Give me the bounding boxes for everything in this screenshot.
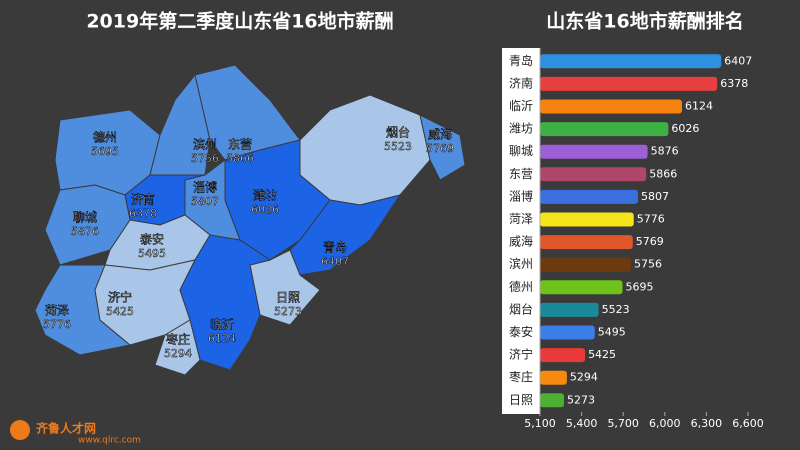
bar [540,212,634,227]
value-label: 6026 [671,122,699,135]
logo-name: 齐鲁人才网 [36,421,96,436]
category-label: 滨州 [509,256,533,271]
category-label: 临沂 [509,99,533,113]
region-value: 5495 [138,247,166,260]
x-tick-label: 5,400 [566,417,598,430]
x-tick-label: 6,600 [732,417,764,430]
region-name: 日照 [276,291,300,305]
region-name: 菏泽 [45,304,69,318]
category-label: 聊城 [509,144,533,158]
value-label: 6124 [685,100,713,113]
category-label: 菏泽 [509,212,533,226]
value-label: 5495 [598,326,626,339]
region-name: 临沂 [210,318,234,332]
region-value: 6378 [129,207,157,220]
region-value: 5294 [164,347,192,360]
region-name: 泰安 [140,232,164,247]
region-value: 5876 [71,225,99,238]
bar [540,99,682,114]
bar [540,325,595,340]
region-name: 枣庄 [166,332,190,347]
region-value: 5776 [43,318,71,331]
value-label: 5876 [651,145,679,158]
bar [540,122,669,137]
value-label: 5776 [637,213,665,226]
region-value: 6407 [321,255,349,268]
bar [540,348,586,363]
x-tick-label: 5,700 [607,417,639,430]
bar [540,76,718,91]
label-panel [502,48,540,414]
bar [540,144,648,159]
category-label: 济南 [509,75,533,90]
bar-title: 山东省16地市薪酬排名 [546,10,743,33]
region-value: 5273 [274,305,302,318]
region [179,234,272,371]
region-value: 6124 [208,332,236,345]
region-name: 东营 [228,138,252,152]
value-label: 6378 [720,77,748,90]
x-tick-label: 6,300 [691,417,723,430]
category-label: 青岛 [509,53,533,68]
region [154,319,201,376]
category-label: 潍坊 [509,121,533,136]
x-tick-label: 6,000 [649,417,681,430]
category-label: 泰安 [509,324,533,339]
value-label: 5523 [602,303,630,316]
region-name: 青岛 [323,240,347,255]
region [419,114,466,181]
region-name: 济宁 [108,290,132,305]
region [249,249,321,326]
logo-url: www.qlrc.com [78,436,141,446]
bar [540,235,633,250]
category-label: 淄博 [509,188,533,203]
region [289,194,402,276]
region-value: 5807 [191,195,219,208]
region-name: 烟台 [386,125,410,140]
value-label: 5695 [626,280,654,293]
region-name: 济南 [131,192,155,207]
value-label: 5756 [634,258,662,271]
region-value: 5695 [91,145,119,158]
category-label: 东营 [509,167,533,181]
bar [540,54,722,69]
category-label: 济宁 [509,347,533,362]
region-name: 潍坊 [253,188,277,203]
region-value: 5769 [426,142,454,155]
map-title: 2019年第二季度山东省16地市薪酬 [86,10,393,33]
region-name: 威海 [428,127,452,142]
region-name: 淄博 [193,180,217,195]
bar [540,167,647,182]
bar [540,280,623,295]
value-label: 5273 [567,393,595,406]
value-label: 5866 [649,167,677,180]
category-label: 日照 [509,393,533,407]
value-label: 6407 [724,54,752,67]
region-value: 6026 [251,203,279,216]
value-label: 5294 [570,371,598,384]
region-name: 聊城 [73,211,97,225]
x-tick-label: 5,100 [524,417,556,430]
category-label: 枣庄 [509,369,533,384]
category-label: 德州 [509,279,533,294]
region-value: 5866 [226,152,254,165]
bar [540,257,631,272]
logo-icon [10,420,30,440]
category-label: 烟台 [509,301,533,316]
bar [540,370,567,385]
value-label: 5807 [641,190,669,203]
bar [540,189,639,204]
region-value: 5425 [106,305,134,318]
region-name: 德州 [93,130,117,145]
region-value: 5523 [384,140,412,153]
value-label: 5769 [636,235,664,248]
category-label: 威海 [509,234,533,249]
value-label: 5425 [588,348,616,361]
bar [540,302,599,317]
region-name: 滨州 [193,137,217,152]
region-value: 5756 [191,152,219,165]
bar [540,393,564,408]
